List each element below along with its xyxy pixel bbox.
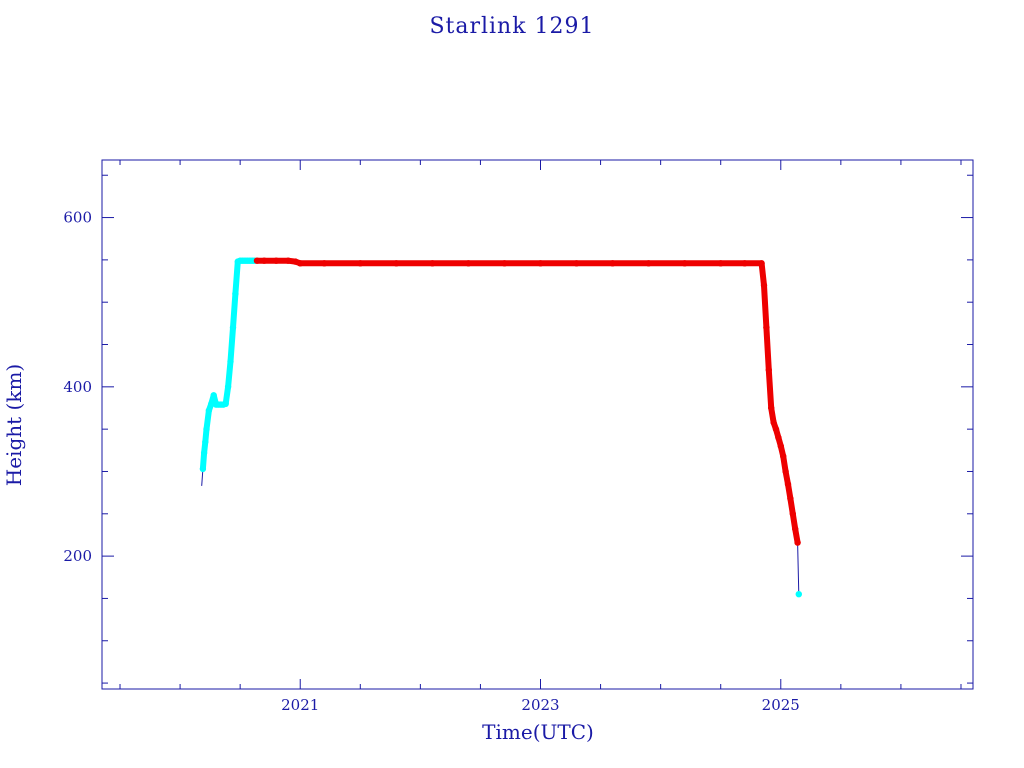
series-1-point <box>537 260 544 267</box>
series-1-point <box>758 260 765 267</box>
plot-frame <box>101 159 974 690</box>
series-0-point <box>203 426 210 433</box>
series-0-point <box>205 407 213 414</box>
series-0-point <box>229 324 237 331</box>
series-1-point <box>789 510 796 517</box>
data-series <box>199 257 802 598</box>
series-1-point <box>501 260 508 267</box>
x-tick-label: 2023 <box>521 696 559 714</box>
series-1-point <box>787 495 794 502</box>
height-trace-line <box>201 260 800 595</box>
series-1-point <box>573 260 580 267</box>
series-1-point <box>768 404 775 412</box>
series-0-point <box>199 465 207 473</box>
series-0-point <box>210 392 217 399</box>
series-1-point <box>765 366 772 374</box>
series-0-point <box>232 290 239 297</box>
chart-title: Starlink 1291 <box>429 14 595 39</box>
series-1-point <box>763 324 770 331</box>
series-0-band <box>199 257 258 472</box>
series-1-point <box>784 481 792 488</box>
series-0-point <box>224 383 232 390</box>
y-axis-label: Height (km) <box>2 364 26 486</box>
series-1-point <box>273 257 280 264</box>
y-tick-label: 200 <box>63 547 92 565</box>
series-1-point <box>357 260 364 267</box>
series-1-point <box>321 260 328 267</box>
series-1-point <box>393 260 400 267</box>
series-1-point <box>292 258 299 265</box>
series-1-point <box>782 468 789 475</box>
series-1-band <box>254 257 801 546</box>
axis-tick-labels: 2021 2023 2025 200 400 600 <box>63 209 800 714</box>
series-0-point <box>208 400 215 407</box>
series-1-point <box>645 260 652 267</box>
series-1-point <box>741 260 748 267</box>
series-2-point <box>795 591 802 598</box>
series-1-point <box>429 260 436 267</box>
series-1-point <box>681 260 688 267</box>
series-1-point <box>780 453 787 460</box>
series-1-point <box>794 539 801 546</box>
series-1-point <box>609 260 616 267</box>
x-tick-label: 2021 <box>281 696 319 714</box>
y-tick-label: 400 <box>63 378 92 396</box>
x-tick-label: 2025 <box>762 696 800 714</box>
series-1-point <box>717 260 724 267</box>
series-1-point <box>777 442 784 450</box>
series-0-point <box>200 449 208 457</box>
series-1-point <box>465 260 472 267</box>
x-axis-label: Time(UTC) <box>482 720 594 744</box>
series-1-point <box>772 426 780 433</box>
series-1-point <box>261 257 268 264</box>
series-0-point <box>202 438 209 446</box>
series-1-point <box>253 257 261 264</box>
series-1-point <box>775 434 782 441</box>
series-1-point <box>760 282 768 289</box>
series-1-point <box>792 525 799 533</box>
series-1-point <box>297 260 304 267</box>
y-tick-label: 600 <box>63 209 92 227</box>
series-0-point <box>227 358 234 365</box>
series-1-point <box>770 419 777 426</box>
series-1-point <box>285 257 292 264</box>
axis-ticks <box>102 160 973 689</box>
series-0-point <box>222 400 229 407</box>
